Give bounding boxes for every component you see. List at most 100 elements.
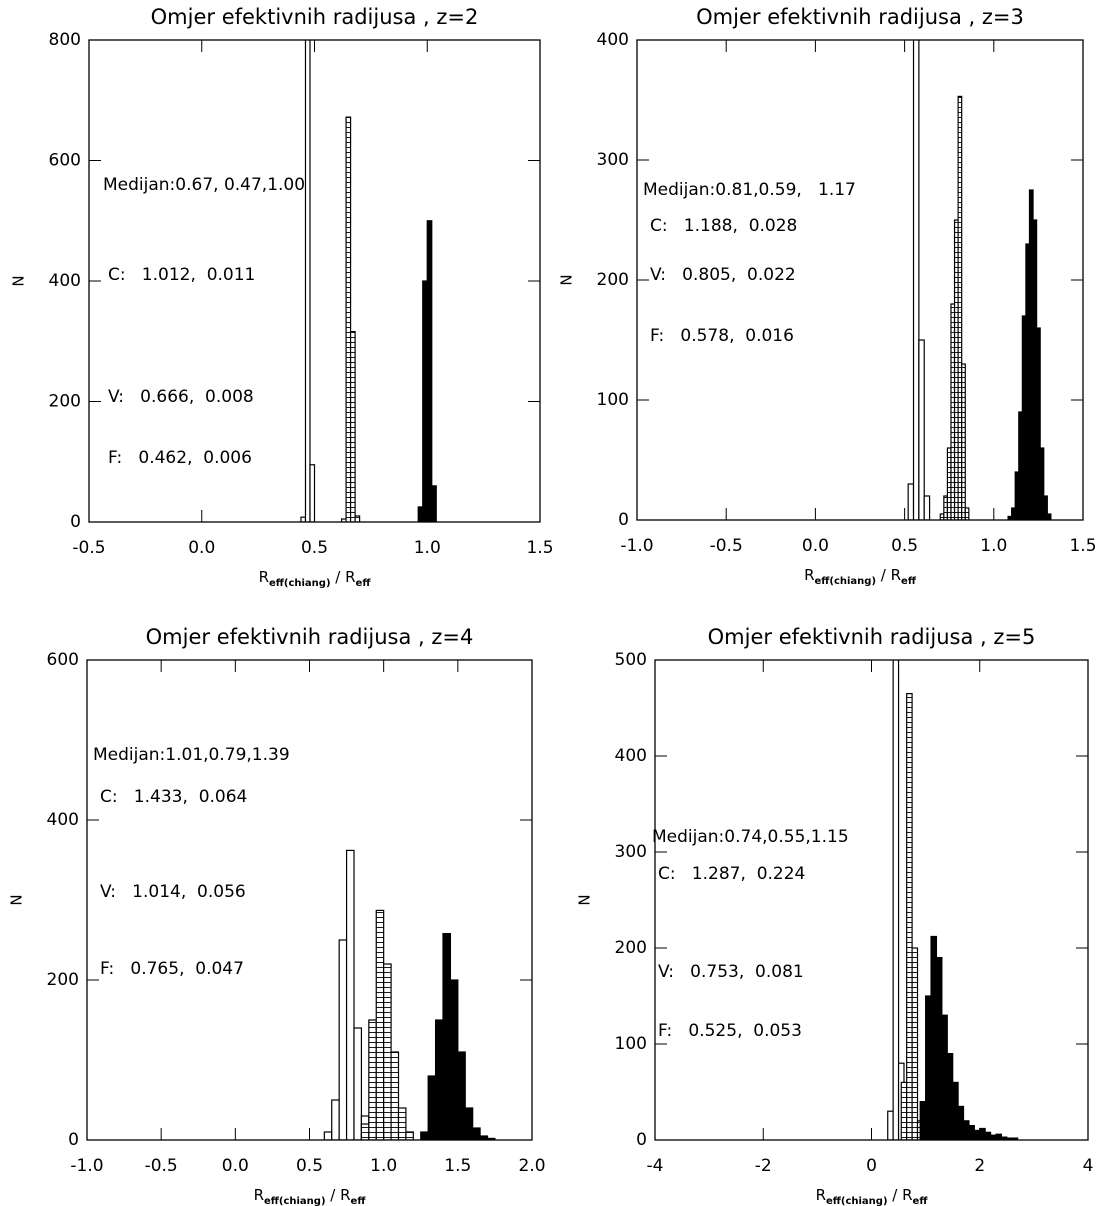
y-tick-label: 0 bbox=[70, 512, 81, 532]
x-tick-label: 0 bbox=[866, 1156, 877, 1176]
x-axis-label-part: eff bbox=[901, 576, 917, 587]
x-axis-label-part: eff(chiang) bbox=[826, 1196, 888, 1206]
y-axis-label: N bbox=[10, 275, 28, 286]
histogram-bar bbox=[957, 95, 963, 520]
histogram-bar bbox=[442, 932, 452, 1140]
y-tick-label: 200 bbox=[49, 392, 81, 412]
histogram-bar bbox=[946, 1052, 954, 1140]
x-tick-label: 2 bbox=[974, 1156, 985, 1176]
x-axis-label-part: eff(chiang) bbox=[264, 1196, 326, 1206]
histogram-bar bbox=[405, 1131, 414, 1140]
histogram-bar bbox=[300, 516, 307, 522]
annotation: Medijan:1.01,0.79,1.39 bbox=[93, 745, 290, 765]
annotation: C: 1.012, 0.011 bbox=[108, 265, 255, 285]
histogram-bar bbox=[984, 1131, 992, 1140]
histogram-bar bbox=[304, 40, 311, 522]
x-tick-label: -4 bbox=[647, 1156, 664, 1176]
histogram-bar bbox=[331, 1099, 340, 1140]
y-tick-label: 200 bbox=[47, 970, 79, 990]
histogram-bar bbox=[390, 1051, 400, 1140]
histogram-bar bbox=[957, 1105, 965, 1140]
y-tick-label: 100 bbox=[597, 390, 629, 410]
histogram-bar bbox=[368, 1019, 377, 1140]
x-tick-label: 0.5 bbox=[301, 538, 328, 558]
histogram-bar bbox=[952, 1081, 959, 1140]
histogram-bar bbox=[968, 1124, 975, 1140]
histogram-bar bbox=[973, 1129, 981, 1140]
histogram-bar bbox=[941, 1014, 948, 1140]
chart-title: Omjer efektivnih radijusa , z=2 bbox=[151, 5, 479, 29]
x-axis-label: Reff(chiang) / Reff bbox=[254, 1186, 367, 1206]
y-tick-label: 100 bbox=[615, 1034, 647, 1054]
histogram-bar bbox=[912, 40, 920, 520]
panel: -1.0 -0.5 0.0 0.5 1.0 1.5 0 100 200 300 400 Omjer e… bbox=[558, 5, 1097, 587]
histogram-bar bbox=[422, 280, 428, 522]
histogram-bar bbox=[464, 1107, 474, 1140]
x-axis-label-part: eff bbox=[913, 1196, 929, 1206]
annotation: V: 0.805, 0.022 bbox=[650, 265, 796, 285]
histogram-bar bbox=[1039, 447, 1045, 520]
histogram-bar bbox=[472, 1127, 481, 1140]
panel: -0.5 0.0 0.5 1.0 1.5 0 200 400 600 800 Omjer efekt… bbox=[10, 5, 554, 589]
histogram-bar bbox=[417, 506, 424, 522]
histogram-bar bbox=[345, 116, 352, 522]
histogram-bar bbox=[919, 1100, 927, 1140]
x-tick-label: 0.0 bbox=[188, 538, 215, 558]
y-tick-label: 0 bbox=[68, 1130, 79, 1150]
histogram-bar bbox=[925, 995, 932, 1140]
histogram-bar bbox=[961, 363, 966, 520]
y-tick-label: 400 bbox=[49, 271, 81, 291]
histogram-bar bbox=[383, 963, 392, 1140]
x-tick-label: -0.5 bbox=[72, 538, 105, 558]
y-tick-label: 400 bbox=[597, 30, 629, 50]
histogram-bar bbox=[962, 1120, 970, 1140]
histogram-bar bbox=[338, 939, 348, 1140]
annotation: Medijan:0.81,0.59, 1.17 bbox=[643, 180, 856, 200]
x-tick-label: 1.5 bbox=[444, 1156, 471, 1176]
y-axis-label: N bbox=[576, 894, 594, 905]
x-axis-label: Reff(chiang) / Reff bbox=[816, 1186, 929, 1206]
x-tick-label: 1.5 bbox=[526, 538, 553, 558]
annotation: V: 1.014, 0.056 bbox=[100, 882, 246, 902]
y-tick-label: 300 bbox=[597, 150, 629, 170]
panel: -4 -2 0 2 4 0 100 200 300 400 500 Omjer efektivnih … bbox=[576, 625, 1094, 1206]
x-tick-label: 1.0 bbox=[414, 538, 441, 558]
x-axis-label-part: eff bbox=[351, 1196, 367, 1206]
x-tick-label: 0.0 bbox=[222, 1156, 249, 1176]
bars bbox=[323, 849, 496, 1140]
x-axis-label-part: R bbox=[804, 566, 814, 584]
x-tick-label: 0.5 bbox=[296, 1156, 323, 1176]
histogram-bar bbox=[354, 515, 361, 522]
x-tick-label: -1.0 bbox=[70, 1156, 103, 1176]
annotation: C: 1.287, 0.224 bbox=[658, 864, 805, 884]
chart-title: Omjer efektivnih radijusa , z=5 bbox=[708, 625, 1036, 649]
y-tick-label: 600 bbox=[47, 650, 79, 670]
histogram-bar bbox=[930, 935, 938, 1140]
annotation: F: 0.765, 0.047 bbox=[100, 959, 244, 979]
x-axis-label-part: eff bbox=[356, 578, 372, 589]
y-tick-label: 0 bbox=[618, 510, 629, 530]
histogram-bar bbox=[892, 660, 900, 1140]
histogram-bar bbox=[434, 1019, 444, 1140]
y-tick-label: 500 bbox=[615, 650, 647, 670]
histogram-bar bbox=[360, 1123, 370, 1140]
x-tick-label: 4 bbox=[1083, 1156, 1094, 1176]
annotation: C: 1.433, 0.064 bbox=[100, 787, 247, 807]
histogram-bar bbox=[431, 485, 437, 522]
histogram-bar bbox=[906, 692, 913, 1140]
x-tick-label: 1.0 bbox=[980, 536, 1007, 556]
histogram-bar bbox=[887, 1110, 894, 1140]
x-axis-label-part: eff(chiang) bbox=[269, 578, 331, 589]
x-axis-label-part: R bbox=[816, 1186, 826, 1204]
histogram-bar bbox=[345, 849, 355, 1140]
histogram-bar bbox=[923, 495, 931, 520]
annotation: F: 0.525, 0.053 bbox=[658, 1021, 802, 1041]
histogram-bar bbox=[964, 507, 970, 520]
histogram-bar bbox=[995, 1133, 1002, 1140]
bars bbox=[300, 40, 437, 522]
x-axis-label: Reff(chiang) / Reff bbox=[259, 568, 372, 589]
histogram-bar bbox=[989, 1134, 997, 1140]
histogram-bar bbox=[918, 339, 925, 520]
x-tick-label: 0.5 bbox=[891, 536, 918, 556]
